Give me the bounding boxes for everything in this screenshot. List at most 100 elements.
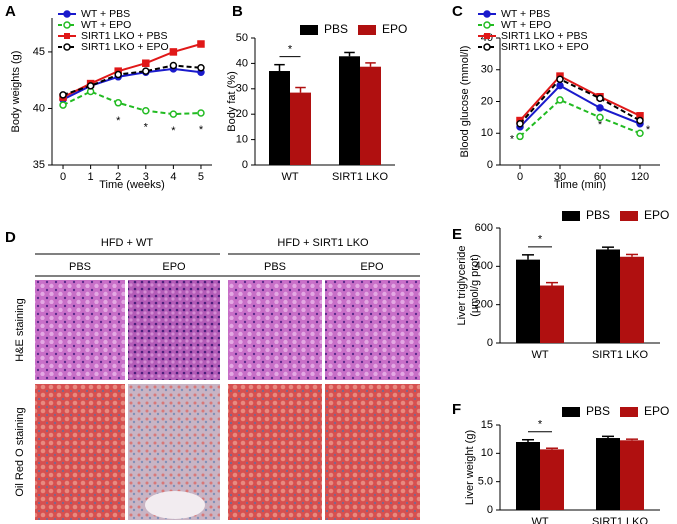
panel-label: C bbox=[452, 3, 463, 20]
row-label: H&E staining bbox=[14, 298, 26, 362]
marker bbox=[169, 48, 178, 56]
marker bbox=[142, 67, 150, 75]
y-axis-label: Body fat (%) bbox=[226, 71, 238, 132]
legend-swatch bbox=[562, 211, 580, 221]
line bbox=[62, 67, 202, 101]
x-tick-label: WT bbox=[281, 171, 298, 183]
y-tick-label: 10 bbox=[481, 447, 493, 459]
x-tick-label: 3 bbox=[143, 171, 149, 183]
marker bbox=[114, 99, 122, 107]
x-axis-label: Time (weeks) bbox=[99, 179, 165, 191]
bar bbox=[290, 92, 311, 165]
line bbox=[62, 64, 202, 96]
bar bbox=[516, 442, 540, 510]
x-tick-label: 120 bbox=[631, 171, 649, 183]
line bbox=[519, 98, 641, 138]
annotation: * bbox=[510, 134, 515, 146]
panel-label: F bbox=[452, 401, 461, 418]
marker bbox=[197, 64, 205, 72]
bar bbox=[596, 249, 620, 343]
x-tick-label: SIRT1 LKO bbox=[592, 516, 648, 524]
x-tick-label: 4 bbox=[170, 171, 176, 183]
x-tick-label: SIRT1 LKO bbox=[592, 349, 648, 361]
bar bbox=[540, 449, 564, 510]
micrograph bbox=[325, 280, 420, 380]
panel-label: B bbox=[232, 3, 243, 20]
significance-label: * bbox=[538, 234, 543, 246]
legend-label: WT + EPO bbox=[501, 19, 551, 31]
y-tick-label: 600 bbox=[475, 222, 493, 234]
legend-label: WT + PBS bbox=[501, 8, 550, 20]
x-tick-label: SIRT1 LKO bbox=[332, 171, 388, 183]
group-label: HFD + WT bbox=[101, 237, 154, 249]
y-tick-label: 10 bbox=[236, 134, 248, 146]
annotation: * bbox=[116, 115, 121, 127]
y-tick-label: 35 bbox=[33, 159, 45, 171]
y-tick-label: 200 bbox=[475, 299, 493, 311]
annotation: * bbox=[598, 119, 603, 131]
y-tick-label: 50 bbox=[236, 32, 248, 44]
legend-label: SIRT1 LKO + PBS bbox=[501, 30, 587, 42]
vessel bbox=[145, 491, 205, 519]
marker bbox=[596, 94, 604, 103]
legend-label: PBS bbox=[324, 22, 348, 36]
y-tick-label: 5.0 bbox=[478, 476, 493, 488]
group-label: HFD + SIRT1 LKO bbox=[277, 237, 369, 249]
x-axis-label: Time (min) bbox=[554, 179, 606, 191]
legend-marker bbox=[64, 33, 70, 39]
y-tick-label: 45 bbox=[33, 46, 45, 58]
legend-label: PBS bbox=[586, 208, 610, 222]
marker bbox=[197, 109, 205, 117]
panel-label: A bbox=[5, 3, 16, 20]
micrograph bbox=[325, 384, 420, 520]
line bbox=[519, 84, 641, 128]
y-axis-label: (μmol/g prot) bbox=[469, 254, 481, 317]
marker bbox=[59, 91, 67, 99]
legend-label: SIRT1 LKO + EPO bbox=[81, 41, 169, 53]
annotation: * bbox=[646, 124, 651, 136]
legend-marker bbox=[63, 21, 71, 29]
bar bbox=[360, 66, 381, 165]
legend-label: EPO bbox=[644, 208, 669, 222]
bar bbox=[620, 440, 644, 510]
line bbox=[519, 74, 641, 122]
y-axis-label: Liver weight (g) bbox=[464, 430, 476, 505]
column-label: EPO bbox=[162, 261, 186, 273]
panel-label: E bbox=[452, 226, 462, 243]
legend-swatch bbox=[358, 25, 376, 35]
y-axis-label: Body weights (g) bbox=[10, 51, 22, 133]
bar bbox=[339, 56, 360, 166]
row-label: Oil Red O staining bbox=[14, 407, 26, 496]
marker bbox=[142, 59, 150, 67]
legend-swatch bbox=[562, 407, 580, 417]
y-tick-label: 30 bbox=[236, 83, 248, 95]
bar bbox=[516, 259, 540, 343]
y-tick-label: 0 bbox=[487, 504, 493, 516]
y-axis-label: Liver triglyceride bbox=[456, 245, 468, 325]
line bbox=[62, 43, 202, 99]
marker bbox=[596, 104, 604, 112]
y-tick-label: 15 bbox=[481, 419, 493, 431]
legend-marker bbox=[63, 10, 71, 18]
marker bbox=[169, 110, 178, 118]
y-tick-label: 400 bbox=[475, 260, 493, 272]
micrograph bbox=[228, 280, 322, 380]
y-tick-label: 0 bbox=[487, 337, 493, 349]
y-tick-label: 20 bbox=[481, 95, 493, 107]
legend-label: PBS bbox=[586, 404, 610, 418]
legend-marker bbox=[63, 43, 71, 51]
legend-label: EPO bbox=[644, 404, 669, 418]
legend-marker bbox=[483, 43, 491, 51]
y-tick-label: 40 bbox=[236, 57, 248, 69]
y-tick-label: 10 bbox=[481, 127, 493, 139]
marker bbox=[516, 119, 524, 128]
annotation: * bbox=[171, 125, 176, 137]
y-tick-label: 0 bbox=[242, 159, 248, 171]
x-tick-label: 60 bbox=[594, 171, 606, 183]
column-label: PBS bbox=[69, 261, 91, 273]
annotation: * bbox=[144, 122, 149, 134]
marker bbox=[636, 129, 644, 137]
marker bbox=[556, 96, 564, 104]
x-tick-label: WT bbox=[531, 516, 548, 524]
legend-marker bbox=[483, 21, 491, 29]
